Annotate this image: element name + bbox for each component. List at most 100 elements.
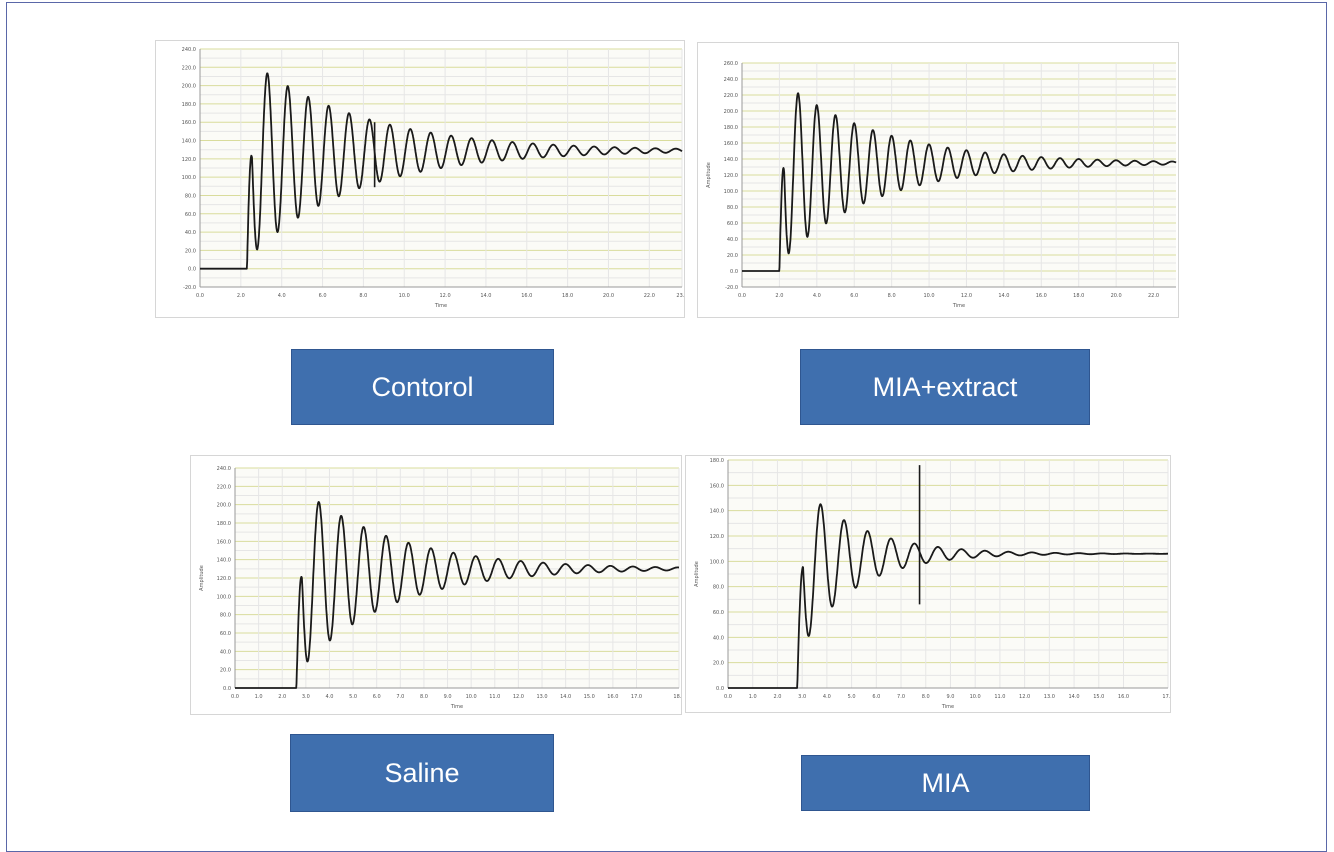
x-tick-label: 13.0 bbox=[536, 694, 547, 700]
y-axis-title: Amplitude bbox=[694, 561, 700, 587]
y-tick-label: 140.0 bbox=[217, 558, 231, 564]
x-tick-label: 1.0 bbox=[255, 694, 263, 700]
x-tick-label: 4.0 bbox=[325, 694, 333, 700]
y-tick-label: 0.0 bbox=[223, 686, 231, 692]
x-tick-label: 3.0 bbox=[302, 694, 310, 700]
y-tick-label: 40.0 bbox=[713, 635, 724, 641]
signal-line bbox=[741, 92, 1177, 272]
label-saline: Saline bbox=[290, 734, 554, 812]
x-tick-label: 15.0 bbox=[1093, 694, 1104, 700]
x-tick-label: 22.0 bbox=[644, 293, 655, 299]
x-tick-label: 20.0 bbox=[603, 293, 614, 299]
x-tick-label: 14.0 bbox=[998, 293, 1009, 299]
x-tick-label: 3.0 bbox=[798, 694, 806, 700]
y-tick-label: 140.0 bbox=[710, 509, 724, 515]
x-tick-label: 8.0 bbox=[420, 694, 428, 700]
x-tick-label: 8.0 bbox=[922, 694, 930, 700]
y-tick-label: 140.0 bbox=[724, 157, 738, 163]
x-tick-label: 10.0 bbox=[399, 293, 410, 299]
y-tick-label: 120.0 bbox=[724, 173, 738, 179]
y-tick-label: 120.0 bbox=[182, 157, 196, 163]
y-tick-label: -20.0 bbox=[183, 285, 196, 291]
x-tick-label: 11.0 bbox=[994, 694, 1005, 700]
chart-svg: -20.00.020.040.060.080.0100.0120.0140.01… bbox=[706, 61, 1177, 309]
x-tick-label: 5.0 bbox=[848, 694, 856, 700]
x-tick-label: 10.0 bbox=[466, 694, 477, 700]
y-tick-label: 180.0 bbox=[217, 521, 231, 527]
x-tick-label: 14.0 bbox=[1068, 694, 1079, 700]
signal-line bbox=[199, 72, 683, 270]
x-tick-label: 6.0 bbox=[872, 694, 880, 700]
y-tick-label: 180.0 bbox=[710, 458, 724, 464]
y-tick-label: 60.0 bbox=[220, 631, 231, 637]
y-tick-label: 100.0 bbox=[724, 189, 738, 195]
y-axis-title: Amplitude bbox=[199, 565, 205, 591]
y-tick-label: 240.0 bbox=[217, 466, 231, 472]
y-tick-label: 80.0 bbox=[220, 613, 231, 619]
x-tick-label: 5.0 bbox=[349, 694, 357, 700]
x-axis-title: Time bbox=[952, 303, 965, 309]
x-tick-label: 6.0 bbox=[319, 293, 327, 299]
x-tick-label: 2.0 bbox=[773, 694, 781, 700]
y-tick-label: 160.0 bbox=[182, 120, 196, 126]
y-tick-label: 40.0 bbox=[727, 237, 738, 243]
y-tick-label: 200.0 bbox=[217, 503, 231, 509]
x-tick-label: 11.0 bbox=[489, 694, 500, 700]
x-tick-label: 6.0 bbox=[850, 293, 858, 299]
x-tick-label: 8.0 bbox=[359, 293, 367, 299]
x-tick-label: 16.0 bbox=[1036, 293, 1047, 299]
y-tick-label: 120.0 bbox=[217, 576, 231, 582]
y-tick-label: -20.0 bbox=[725, 285, 738, 291]
x-tick-label: 14.0 bbox=[560, 694, 571, 700]
y-tick-label: 180.0 bbox=[724, 125, 738, 131]
y-tick-label: 20.0 bbox=[727, 253, 738, 259]
chart-mia-extract: -20.0 0.0 20.0 40.0 60.0 80.0 100.0 120.0 140.0 1… bbox=[697, 42, 1179, 318]
chart-svg: 0.0 20.0 40.0 60.0 80.0 100.0 120.0 140.0 160.0 1… bbox=[199, 466, 681, 710]
y-tick-label: 0.0 bbox=[188, 267, 196, 273]
x-tick-label: 7.0 bbox=[396, 694, 404, 700]
x-tick-label: 23.6 bbox=[676, 293, 684, 299]
y-tick-label: 160.0 bbox=[710, 483, 724, 489]
x-tick-label: 0.0 bbox=[196, 293, 204, 299]
chart-mia: 0.0 20.0 40.0 60.0 80.0 100.0 120.0 140.0 160.0 1… bbox=[685, 455, 1171, 713]
y-tick-label: 180.0 bbox=[182, 102, 196, 108]
y-tick-label: 20.0 bbox=[713, 661, 724, 667]
x-tick-label: 18.0 bbox=[1073, 293, 1084, 299]
y-tick-label: 20.0 bbox=[220, 668, 231, 674]
y-tick-label: 120.0 bbox=[710, 534, 724, 540]
chart-svg: 0.0 20.0 40.0 60.0 80.0 100.0 120.0 140.0 160.0 1… bbox=[694, 458, 1170, 710]
x-tick-label: 17.0 bbox=[631, 694, 642, 700]
y-tick-label: 140.0 bbox=[182, 139, 196, 145]
y-tick-label: 60.0 bbox=[713, 610, 724, 616]
y-tick-label: 100.0 bbox=[710, 559, 724, 565]
x-tick-label: 10.0 bbox=[923, 293, 934, 299]
y-tick-label: 100.0 bbox=[182, 175, 196, 181]
x-tick-label: 9.0 bbox=[946, 694, 954, 700]
x-tick-label: 8.0 bbox=[888, 293, 896, 299]
chart-contorol: -20.0 0.0 20.0 40.0 60.0 80.0 100.0 120.0 140.0 1… bbox=[155, 40, 685, 318]
x-tick-label: 15.0 bbox=[584, 694, 595, 700]
x-tick-label: 2.0 bbox=[775, 293, 783, 299]
chart-svg: -20.00.020.040.060.080.0100.0120.0140.01… bbox=[182, 47, 684, 309]
y-tick-label: 220.0 bbox=[217, 484, 231, 490]
x-tick-label: 16.0 bbox=[521, 293, 532, 299]
y-tick-label: 80.0 bbox=[185, 193, 196, 199]
x-tick-label: 0.0 bbox=[738, 293, 746, 299]
y-tick-label: 200.0 bbox=[724, 109, 738, 115]
y-tick-label: 240.0 bbox=[724, 77, 738, 83]
x-tick-label: 2.0 bbox=[237, 293, 245, 299]
x-tick-label: 17.8 bbox=[1162, 694, 1170, 700]
x-tick-label: 12.0 bbox=[1019, 694, 1030, 700]
x-tick-label: 16.0 bbox=[607, 694, 618, 700]
y-tick-label: 160.0 bbox=[217, 539, 231, 545]
x-axis-title: Time bbox=[941, 704, 954, 710]
x-tick-label: 13.0 bbox=[1044, 694, 1055, 700]
y-tick-label: 0.0 bbox=[716, 686, 724, 692]
x-axis-title: Time bbox=[434, 303, 447, 309]
y-tick-label: 160.0 bbox=[724, 141, 738, 147]
x-tick-label: 22.0 bbox=[1148, 293, 1159, 299]
y-tick-label: 200.0 bbox=[182, 84, 196, 90]
x-tick-label: 4.0 bbox=[813, 293, 821, 299]
y-axis-title: Amplitude bbox=[706, 162, 712, 188]
x-tick-label: 18.0 bbox=[562, 293, 573, 299]
